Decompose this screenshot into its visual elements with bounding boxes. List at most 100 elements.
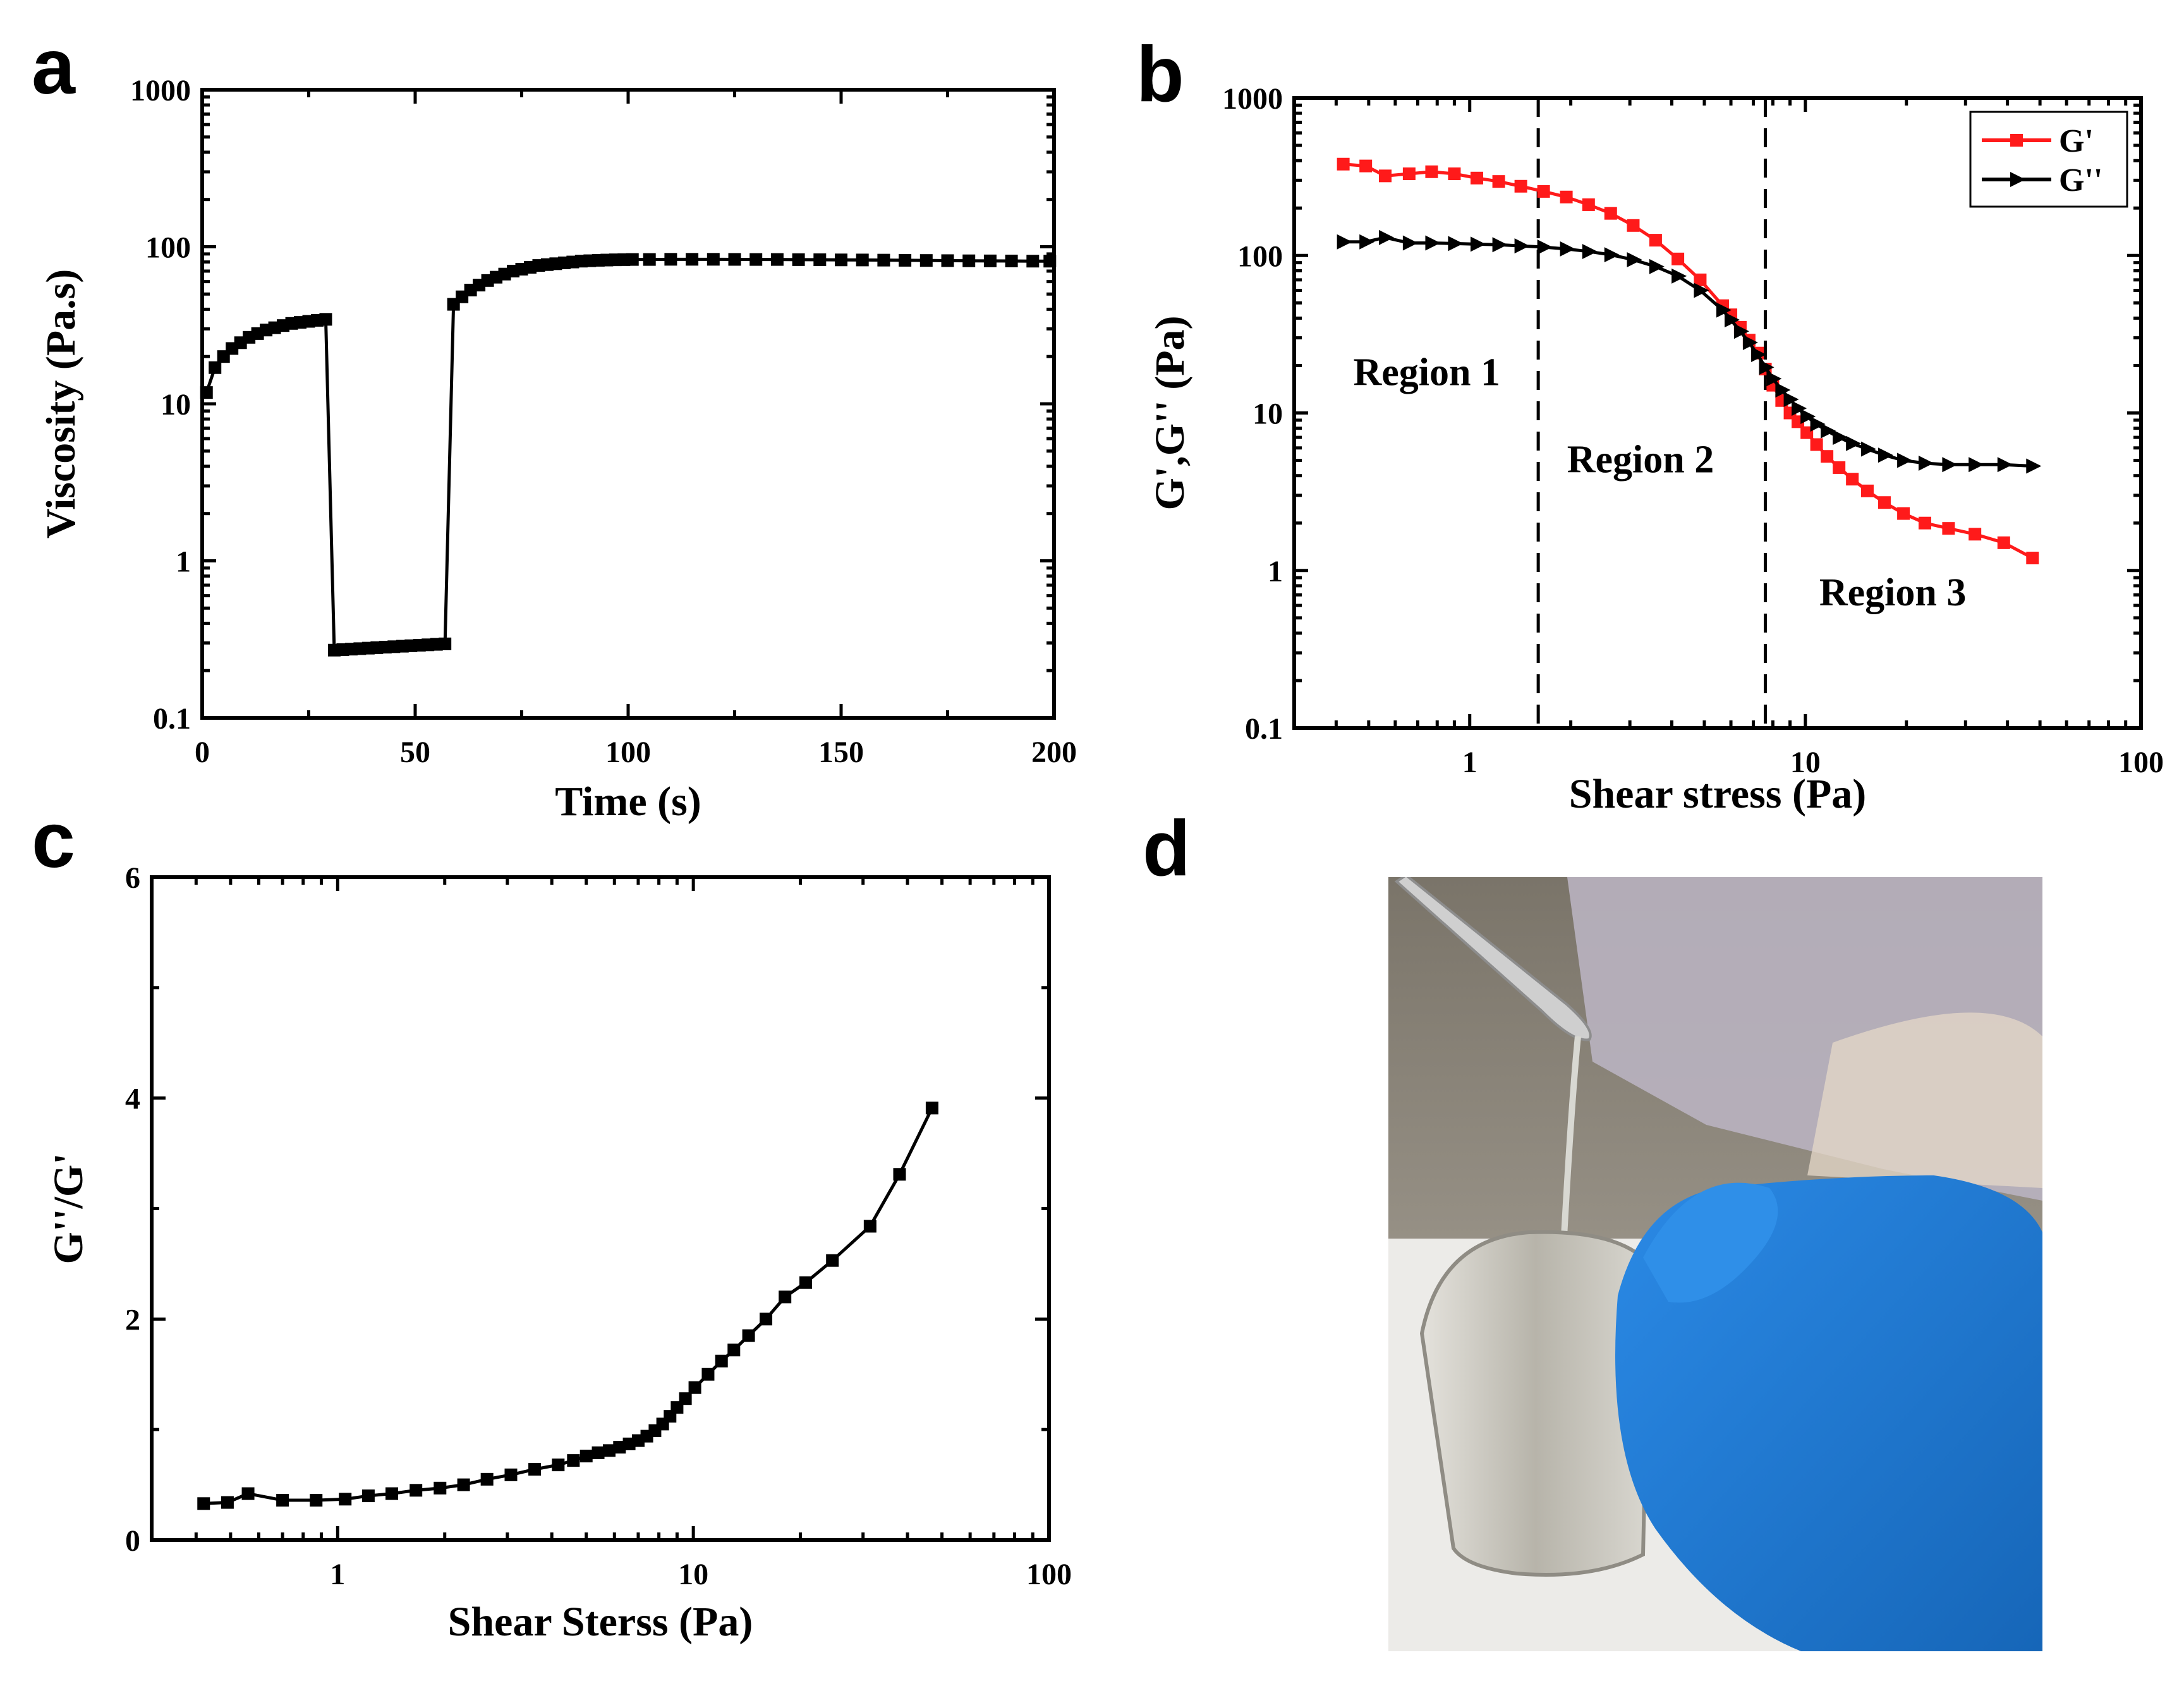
data-point bbox=[613, 1441, 626, 1454]
data-point bbox=[1833, 430, 1848, 446]
data-point bbox=[2026, 552, 2039, 565]
data-point bbox=[197, 1497, 210, 1510]
data-point bbox=[1833, 461, 1846, 474]
x-tick-label-a: 200 bbox=[1031, 736, 1077, 769]
region-label-3: Region 3 bbox=[1819, 571, 1967, 614]
x-tick-label-b: 100 bbox=[2118, 746, 2164, 779]
data-point bbox=[1997, 536, 2010, 549]
data-point bbox=[727, 1343, 741, 1357]
data-point bbox=[1671, 252, 1685, 265]
y-tick-label-c: 0 bbox=[125, 1524, 140, 1558]
data-point bbox=[1560, 190, 1573, 203]
data-point bbox=[1694, 282, 1709, 298]
data-point bbox=[1860, 441, 1876, 457]
panel-letter-c: c bbox=[32, 797, 75, 884]
panel-letter-d: d bbox=[1143, 805, 1191, 892]
data-point bbox=[221, 1496, 234, 1509]
data-point bbox=[863, 1220, 877, 1233]
data-point bbox=[626, 253, 639, 266]
data-point bbox=[1425, 165, 1438, 178]
legend-b: G'G'' bbox=[1969, 111, 2128, 208]
data-point bbox=[835, 253, 847, 267]
data-point bbox=[1821, 423, 1836, 439]
data-point bbox=[679, 1392, 692, 1405]
x-tick-label-c: 100 bbox=[1026, 1558, 1072, 1591]
x-tick-label-b: 10 bbox=[1790, 746, 1821, 779]
legend-label: G'' bbox=[2059, 162, 2102, 198]
y-tick-label-b: 100 bbox=[1237, 240, 1283, 273]
data-point bbox=[1918, 516, 1931, 530]
x-tick-label-a: 0 bbox=[195, 736, 210, 769]
data-point bbox=[1716, 302, 1732, 318]
data-point bbox=[528, 1463, 542, 1476]
data-point bbox=[592, 1446, 605, 1459]
data-point bbox=[1918, 455, 1934, 471]
photo-gel-beaker bbox=[1388, 877, 2042, 1651]
photo-glove-finger bbox=[1643, 1182, 1778, 1303]
data-point bbox=[664, 253, 677, 266]
data-point bbox=[361, 1489, 375, 1503]
y-tick-label-a: 1000 bbox=[130, 74, 191, 107]
legend-box bbox=[1969, 111, 2128, 208]
legend-marker bbox=[2010, 134, 2023, 147]
data-point bbox=[779, 1290, 792, 1304]
data-point bbox=[643, 253, 656, 266]
data-point bbox=[707, 253, 720, 266]
photo-beaker bbox=[1419, 1230, 1652, 1577]
data-point bbox=[1649, 234, 1662, 247]
data-point bbox=[962, 254, 976, 267]
y-tick-label-a: 0.1 bbox=[153, 702, 191, 736]
data-point bbox=[1897, 452, 1913, 468]
data-point bbox=[1942, 522, 1955, 535]
data-point bbox=[1969, 528, 1982, 541]
data-point bbox=[1671, 268, 1687, 284]
data-point bbox=[1402, 235, 1418, 251]
data-point bbox=[1694, 273, 1707, 286]
x-tick-label-a: 50 bbox=[400, 736, 430, 769]
data-point bbox=[1359, 159, 1373, 173]
data-point bbox=[742, 1329, 755, 1342]
data-point bbox=[1627, 252, 1642, 267]
data-point bbox=[715, 1354, 728, 1368]
data-point bbox=[209, 361, 222, 374]
data-point bbox=[770, 253, 784, 266]
data-point bbox=[760, 1313, 773, 1326]
chart-a-viscosity: 0 50 100 150 200 0.1 1 10 100 1000 Time (s) Viscosi… bbox=[38, 74, 1077, 825]
data-point bbox=[1969, 457, 1984, 473]
y-tick-label-b: 1 bbox=[1268, 555, 1283, 588]
data-point bbox=[1846, 473, 1859, 486]
panel-letter-b: b bbox=[1136, 31, 1184, 118]
data-point bbox=[701, 1368, 715, 1381]
data-point bbox=[1492, 237, 1508, 253]
data-point bbox=[799, 1276, 812, 1289]
chart-b-moduli: 1 10 100 0.1 1 10 100 1000 Shear stress (Pa) G',G… bbox=[1147, 82, 2164, 817]
data-point bbox=[1627, 219, 1640, 232]
plot-frame-c bbox=[150, 875, 1051, 1542]
x-axis-title-a: Time (s) bbox=[555, 779, 701, 825]
x-axis-title-b: Shear stress (Pa) bbox=[1569, 771, 1867, 817]
region-label-2: Region 2 bbox=[1567, 438, 1714, 481]
legend-label: G' bbox=[2059, 123, 2094, 159]
series-markers-c-0 bbox=[197, 1101, 938, 1510]
x-axis-title-c: Shear Sterss (Pa) bbox=[448, 1599, 753, 1645]
data-point bbox=[1783, 391, 1799, 407]
data-point bbox=[1514, 238, 1530, 254]
data-point bbox=[1766, 371, 1782, 387]
series-markers-a-0 bbox=[200, 253, 1057, 657]
photo-plastic-bag bbox=[1807, 1012, 2042, 1188]
series-line-b-0 bbox=[1343, 162, 2034, 560]
data-point bbox=[1582, 243, 1598, 259]
data-point bbox=[567, 1454, 580, 1467]
data-point bbox=[1402, 167, 1416, 181]
data-point bbox=[1470, 236, 1486, 252]
data-point bbox=[1810, 438, 1823, 451]
data-point bbox=[480, 1472, 494, 1486]
series-line-c-0 bbox=[203, 1107, 934, 1505]
series-markers-b-1 bbox=[1337, 229, 2042, 474]
data-point bbox=[1800, 426, 1814, 439]
x-tick-label-a: 100 bbox=[605, 736, 651, 769]
y-tick-label-c: 2 bbox=[125, 1303, 140, 1337]
data-point bbox=[1337, 157, 1350, 171]
data-point bbox=[1878, 496, 1891, 509]
